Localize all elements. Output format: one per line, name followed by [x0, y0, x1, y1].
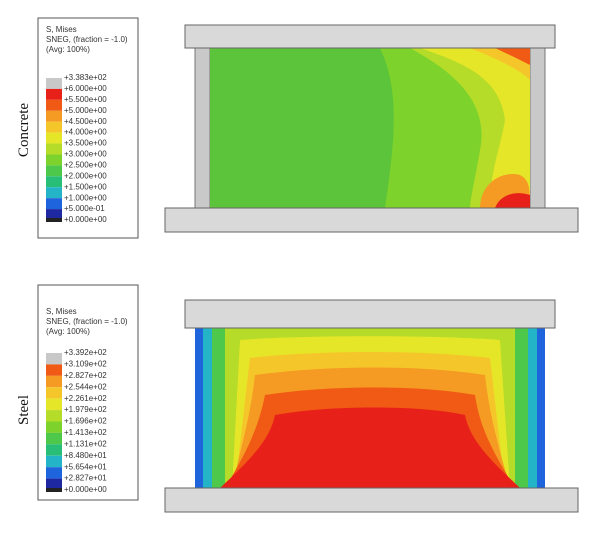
legend-entry: +5.654e+01 — [64, 462, 107, 471]
legend-swatch — [46, 78, 62, 89]
top-plate — [184, 299, 556, 329]
legend-swatch — [46, 132, 62, 144]
legend-swatch — [46, 398, 62, 411]
bottom-plate — [164, 207, 579, 233]
legend-swatch — [46, 121, 62, 133]
contour — [210, 48, 530, 208]
legend-swatch — [46, 444, 62, 456]
legend-swatch — [46, 88, 62, 100]
legend-swatch — [46, 154, 62, 166]
legend-swatch — [46, 209, 62, 220]
legend-swatch — [46, 455, 62, 468]
legend-entry: +4.500e+00 — [64, 117, 107, 126]
bottom-plate — [164, 487, 579, 513]
legend-swatch — [46, 99, 62, 111]
legend-entry: +8.480e+01 — [64, 451, 107, 460]
legend-entry: +0.000e+00 — [64, 485, 107, 494]
legend-title: SNEG, (fraction = -1.0) — [46, 317, 128, 326]
legend-entry: +3.500e+00 — [64, 139, 107, 148]
legend-entry: +3.392e+02 — [64, 348, 107, 357]
legend-entry: +3.000e+00 — [64, 150, 107, 159]
legend-swatch — [46, 198, 62, 210]
legend-swatch — [46, 143, 62, 155]
legend-entry: +1.979e+02 — [64, 405, 107, 414]
steel-panel: Steel — [16, 284, 579, 513]
legend-entry: +3.383e+02 — [64, 73, 107, 82]
legend-swatch — [46, 421, 62, 433]
legend-entry: +2.000e+00 — [64, 171, 107, 180]
legend-entry: +5.000e+00 — [64, 106, 107, 115]
legend-swatch — [46, 165, 62, 177]
legend-entry: +1.000e+00 — [64, 193, 107, 202]
legend-swatch — [46, 410, 62, 422]
legend-title: (Avg: 100%) — [46, 327, 90, 336]
legend-swatch — [46, 387, 62, 399]
legend-swatch — [46, 187, 62, 199]
legend-entry: +2.544e+02 — [64, 382, 107, 391]
legend-entry: +2.261e+02 — [64, 394, 107, 403]
legend-title: SNEG, (fraction = -1.0) — [46, 35, 128, 44]
legend-entry: +1.131e+02 — [64, 439, 107, 448]
contour — [195, 328, 545, 488]
legend-entry: +1.696e+02 — [64, 417, 107, 426]
column — [529, 45, 546, 211]
legend-swatch — [46, 176, 62, 188]
legend-entry: +3.109e+02 — [64, 360, 107, 369]
legend-title: S, Mises — [46, 307, 77, 316]
legend-swatch — [46, 110, 62, 122]
legend-entry: +5.000e-01 — [64, 204, 105, 213]
legend-entry: +2.500e+00 — [64, 160, 107, 169]
legend-entry: +4.000e+00 — [64, 128, 107, 137]
column — [194, 45, 211, 211]
legend-entry: +6.000e+00 — [64, 84, 107, 93]
legend-entry: +5.500e+00 — [64, 95, 107, 104]
legend-title: S, Mises — [46, 25, 77, 34]
panel-label: Steel — [16, 395, 32, 425]
top-plate — [184, 24, 556, 49]
legend-entry: +1.500e+00 — [64, 182, 107, 191]
legend-swatch — [46, 467, 62, 479]
legend-swatch — [46, 478, 62, 490]
legend-title: (Avg: 100%) — [46, 45, 90, 54]
panel-label: Concrete — [16, 103, 32, 157]
legend-swatch — [46, 375, 62, 388]
legend-entry: +1.413e+02 — [64, 428, 107, 437]
legend-swatch — [46, 364, 62, 376]
legend-entry: +0.000e+00 — [64, 215, 107, 224]
concrete-panel: Concrete — [16, 17, 579, 239]
legend-swatch — [46, 218, 62, 222]
legend-entry: +2.827e+01 — [64, 474, 107, 483]
legend-swatch — [46, 432, 62, 445]
legend-swatch — [46, 488, 62, 492]
legend-entry: +2.827e+02 — [64, 371, 107, 380]
legend-swatch — [46, 353, 62, 365]
